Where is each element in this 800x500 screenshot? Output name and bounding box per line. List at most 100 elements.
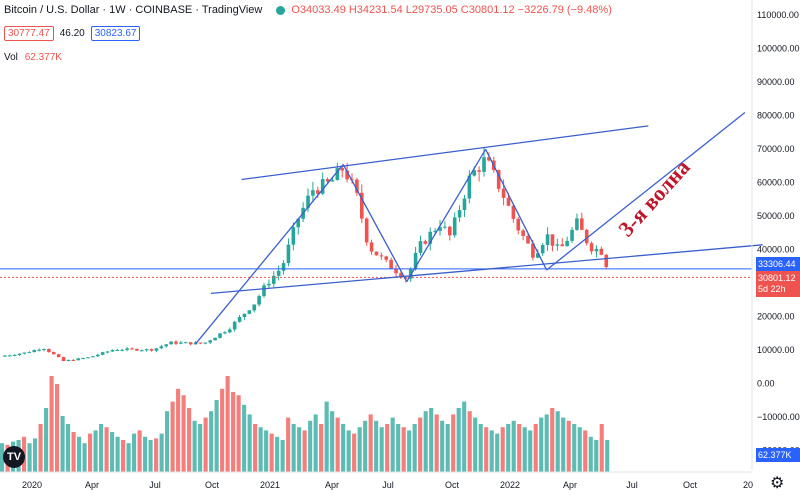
trendline	[485, 149, 548, 271]
candle-body	[545, 234, 550, 245]
volume-bar	[159, 433, 164, 472]
volume-bar	[302, 430, 307, 472]
candle-body	[374, 251, 379, 256]
volume-bar	[115, 436, 120, 472]
candle-body	[536, 253, 540, 258]
gear-icon[interactable]: ⚙	[770, 475, 785, 492]
candle-body	[594, 248, 599, 252]
candle-body	[575, 218, 579, 230]
candle-body	[404, 277, 408, 279]
volume-bar	[522, 427, 527, 472]
candle-body	[516, 218, 521, 231]
volume-bar	[550, 408, 555, 472]
volume-bar	[407, 430, 412, 472]
volume-bar	[500, 427, 505, 472]
candle-body	[242, 313, 247, 317]
bid-price[interactable]: 30777.47	[4, 26, 54, 41]
volume-bar	[467, 411, 472, 472]
volume-bar	[99, 424, 104, 472]
time-tick-label: Apr	[563, 480, 577, 490]
volume-bar	[88, 433, 93, 472]
volume-bar	[544, 414, 549, 472]
candle-body	[164, 344, 169, 347]
volume-bar	[434, 414, 439, 472]
candle-body	[540, 244, 545, 254]
candle-body	[237, 316, 242, 322]
volume-bar	[104, 427, 109, 472]
symbol-title[interactable]: Bitcoin / U.S. Dollar · 1W · COINBASE · …	[4, 4, 263, 16]
candle-body	[467, 175, 472, 199]
candle-body	[91, 356, 95, 358]
volume-bar	[110, 432, 115, 472]
volume-bar	[269, 433, 274, 472]
candle-body	[227, 329, 232, 333]
volume-bar	[346, 430, 351, 472]
candle-body	[340, 168, 345, 171]
eye-icon[interactable]	[276, 5, 286, 15]
candle-body	[115, 349, 120, 351]
volume-bar	[242, 404, 247, 472]
candle-body	[159, 346, 164, 349]
volume-bars	[0, 376, 610, 472]
volume-bar	[231, 392, 236, 472]
volume-bar	[236, 395, 241, 472]
trendline	[546, 111, 746, 271]
volume-bar	[484, 427, 489, 472]
volume-bar	[533, 424, 538, 472]
candle-body	[584, 229, 589, 244]
volume-bar	[583, 430, 588, 472]
candle-body	[276, 270, 281, 276]
candle-body	[37, 349, 41, 351]
volume-bar	[27, 443, 32, 472]
candle-body	[408, 268, 413, 279]
countdown: 5d 22h	[758, 284, 786, 294]
candle-body	[22, 352, 27, 354]
candle-body	[81, 358, 85, 360]
volume-bar	[313, 414, 318, 472]
candle-body	[448, 226, 452, 236]
time-tick-label: Apr	[325, 480, 339, 490]
candle-body	[482, 157, 486, 172]
time-tick-label: Apr	[85, 480, 99, 490]
price-tick-label: 0.00	[757, 379, 775, 389]
candle-body	[462, 198, 467, 211]
candle-body	[306, 195, 310, 208]
price-tick-label: 20000.00	[757, 312, 795, 322]
trendline	[241, 125, 649, 181]
price-axis: 110000.00 100000.00 90000.00 80000.00 70000.…	[751, 0, 800, 470]
candle-body	[438, 227, 442, 231]
candle-body	[364, 218, 369, 243]
candle-body	[325, 179, 330, 182]
candle-body	[589, 243, 594, 252]
candle-body	[418, 241, 423, 253]
candle-body	[32, 350, 37, 353]
candle-body	[154, 348, 159, 351]
volume-bar	[385, 424, 390, 472]
candle-body	[198, 342, 203, 344]
tradingview-logo-icon[interactable]: TV	[3, 446, 25, 468]
candle-body	[76, 358, 81, 361]
volume-bar	[539, 417, 544, 472]
volume-bar	[396, 424, 401, 472]
volume-bar	[451, 414, 456, 472]
volume-bar	[566, 420, 571, 472]
candle-body	[315, 190, 320, 194]
candle-body	[47, 349, 51, 353]
volume-bar	[176, 388, 181, 472]
volume-bar	[379, 427, 384, 472]
candle-body	[599, 248, 604, 255]
volume-bar	[258, 427, 263, 472]
candle-body	[399, 273, 403, 278]
ask-price[interactable]: 30823.67	[90, 26, 141, 41]
candle-body	[423, 241, 428, 244]
ohlc-values: O34033.49 H34231.54 L29735.05 C30801.12 …	[291, 4, 612, 16]
volume-bar	[0, 443, 5, 472]
candle-body	[428, 231, 433, 244]
candle-body	[232, 321, 237, 330]
spread: 46.20	[59, 28, 85, 39]
time-tick-label: 2020	[22, 480, 42, 490]
last-price-value: 30801.12	[758, 273, 796, 283]
volume-bar	[412, 424, 417, 472]
volume-bar	[220, 388, 225, 472]
